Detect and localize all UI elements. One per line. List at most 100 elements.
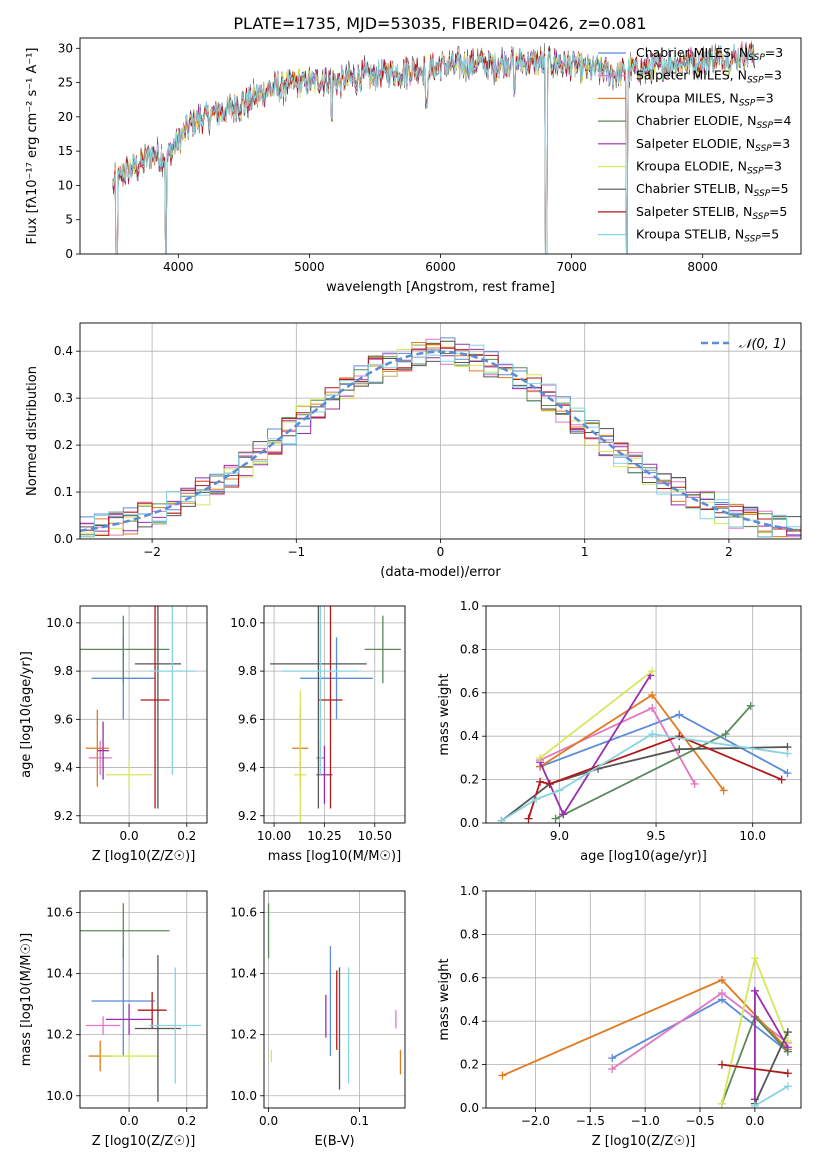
y-tick-label: 0.2 (460, 773, 479, 787)
errorbar-salpeter-elodie (105, 1004, 153, 1035)
x-tick-label: 10.50 (358, 829, 392, 843)
panel-residuals: −2 −1 0 1 2 0.0 0.1 0.2 0.3 0.4 (data-model)/error… (25, 322, 802, 580)
errorbar-kroupa-elodie (100, 1049, 158, 1063)
y-tick-label: 10.0 (46, 616, 73, 630)
series-point (783, 749, 792, 758)
y-tick-label: 9.4 (54, 761, 73, 775)
x-tick-label: −2 (143, 545, 161, 559)
x-axis-label: wavelength [Angstrom, rest frame] (326, 280, 555, 295)
x-tick-label: 0.0 (259, 1114, 278, 1128)
y-tick-label: 9.8 (238, 664, 257, 678)
y-tick-label: 9.8 (54, 664, 73, 678)
series-point (750, 986, 759, 995)
y-tick-label: 0.4 (460, 1014, 479, 1028)
y-tick-label: 0.6 (460, 971, 479, 985)
series-point (555, 786, 564, 795)
series-point (717, 975, 726, 984)
legend-entry: Salpeter MILES, NSSP=3 (636, 68, 782, 86)
series-point (675, 732, 684, 741)
y-tick-label: 30 (58, 41, 73, 55)
legend-entry: Salpeter STELIB, NSSP=5 (636, 204, 787, 222)
series-point (783, 1028, 792, 1037)
panel-mass-vs-EBV: 0.0 0.1 10.0 10.2 10.4 10.6 E(B-V) (230, 890, 406, 1149)
errorbar-salpeter-elodie (316, 745, 333, 804)
series-point (783, 1036, 792, 1045)
x-tick-label: 9.5 (647, 829, 666, 843)
legend-entry: Kroupa STELIB, NSSP=5 (636, 227, 779, 245)
series-salpeter-stelib (524, 732, 786, 823)
plot-area-age-vs-Z (80, 606, 207, 823)
y-tick-label: 25 (58, 76, 73, 90)
y-tick-label: 10.4 (46, 967, 73, 981)
errorbar-chabrier-stelib (134, 955, 182, 1102)
series-salpeter-stelib (717, 1060, 792, 1078)
x-axis-label: mass [log10(M/M☉)] (268, 849, 401, 864)
y-tick-label: 1.0 (460, 599, 479, 613)
y-tick-label: 10.2 (46, 1028, 73, 1042)
errorbar-salpeter-stelib (140, 606, 170, 809)
axes-frame (79, 605, 208, 824)
x-tick-label: 5000 (294, 260, 325, 274)
errorbar-chabrier-stelib (270, 606, 367, 809)
series-point (497, 816, 506, 823)
panel-age-vs-mass: 10.00 10.25 10.50 9.2 9.4 9.6 9.8 10.0 mass [log… (230, 605, 406, 864)
figure-title: PLATE=1735, MJD=53035, FIBERID=0426, z=0… (233, 14, 646, 33)
x-tick-label: 7000 (556, 260, 587, 274)
x-tick-label: 10.25 (307, 829, 341, 843)
x-tick-label: 2 (725, 545, 733, 559)
y-tick-label: 0.8 (460, 642, 479, 656)
series-point (608, 1054, 617, 1063)
y-axis-label: mass weight (437, 958, 452, 1040)
series-point (719, 786, 728, 795)
legend-entry: Kroupa MILES, NSSP=3 (636, 90, 774, 108)
y-axis-label: Normed distribution (25, 366, 40, 496)
errorbar-salpeter-elodie (97, 721, 109, 780)
plot-area-massweight-vs-age (486, 606, 801, 823)
errorbar-salpeter-miles (85, 1016, 121, 1035)
panel-age-vs-Z: 0.0 0.2 9.2 9.4 9.6 9.8 10.0 Z [log10(Z/Z☉)] age… (19, 605, 208, 864)
y-tick-label: 10.6 (46, 905, 73, 919)
series-line (501, 733, 788, 822)
errorbar-kroupa-elodie (105, 760, 153, 790)
x-tick-label: −1.0 (631, 1114, 660, 1128)
y-tick-label: 10.0 (230, 616, 257, 630)
normal-curve (80, 350, 799, 533)
x-tick-label: 0.0 (120, 829, 139, 843)
errorbar-kroupa-stelib (149, 967, 202, 1084)
x-tick-label: 9.0 (550, 829, 569, 843)
x-tick-label: 0.0 (745, 1114, 764, 1128)
axes-frame (79, 890, 208, 1109)
y-tick-label: 0.0 (54, 532, 73, 546)
y-tick-label: 0.0 (460, 816, 479, 830)
plot-area-massweight-vs-Z (486, 891, 801, 1108)
axes-frame (79, 37, 802, 255)
axes-frame (485, 605, 802, 824)
y-axis-label: Flux [fλ10⁻¹⁷ erg cm⁻² s⁻¹ A⁻¹] (25, 48, 40, 245)
plot-area-spectrum (112, 40, 755, 254)
series-point (675, 710, 684, 719)
x-tick-label: 6000 (425, 260, 456, 274)
series-line (754, 1031, 789, 1105)
y-tick-label: 0.2 (54, 438, 73, 452)
legend-entry: Chabrier MILES, NSSP=3 (636, 45, 783, 63)
x-tick-label: 10.0 (739, 829, 766, 843)
legend-entry: Chabrier ELODIE, NSSP=4 (636, 113, 791, 131)
x-tick-label: 10.00 (257, 829, 291, 843)
x-tick-label: 0.0 (120, 1114, 139, 1128)
y-axis-label: mass weight (437, 673, 452, 755)
series-line (721, 1063, 788, 1075)
x-tick-label: 4000 (163, 260, 194, 274)
x-axis-label: Z [log10(Z/Z☉)] (592, 1134, 696, 1149)
y-tick-label: 0.0 (460, 1101, 479, 1115)
x-axis-label: E(B-V) (314, 1134, 354, 1149)
series-salpeter-elodie (536, 671, 655, 819)
series-point (532, 795, 541, 804)
y-axis-label: mass [log10(M/M☉)] (19, 933, 34, 1066)
plot-area-mass-vs-EBV (264, 891, 405, 1108)
series-point (746, 701, 755, 710)
errorbar-chabrier-miles (300, 637, 373, 720)
y-tick-label: 9.6 (54, 712, 73, 726)
y-tick-label: 10.0 (230, 1089, 257, 1103)
errorbar-kroupa-stelib (282, 606, 359, 775)
series-point (536, 753, 545, 762)
